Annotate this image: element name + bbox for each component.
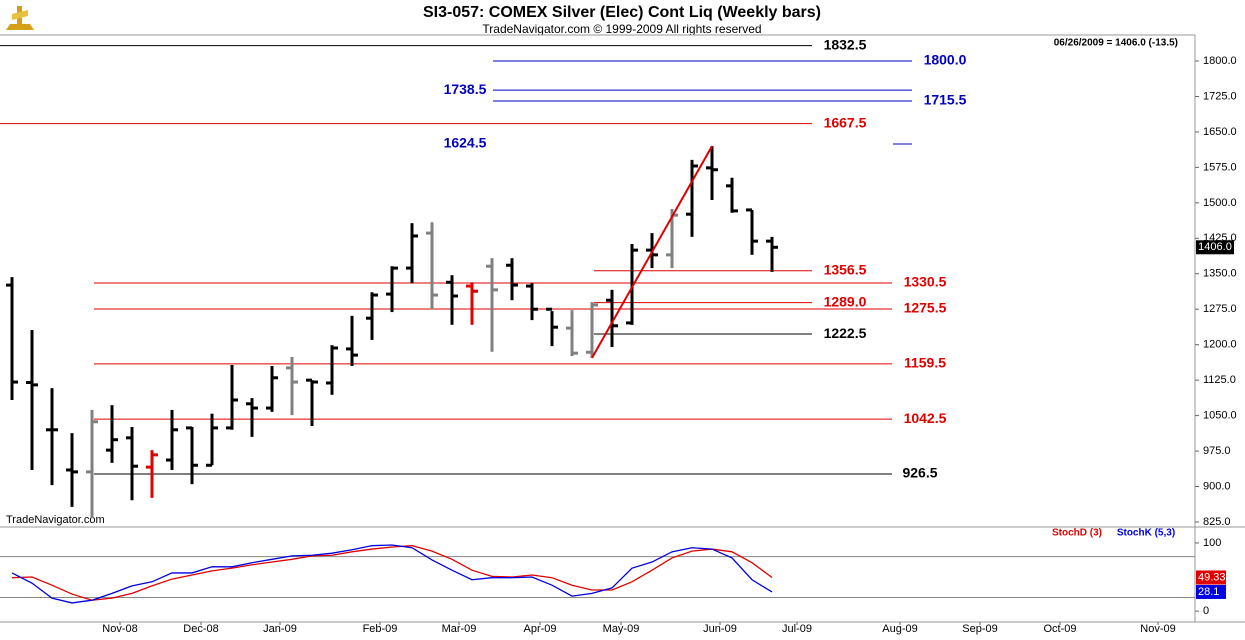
value-tag-label: 28.1: [1198, 586, 1219, 598]
x-tick-label: Oct-09: [1043, 623, 1076, 635]
y-tick-label: 1050.0: [1203, 410, 1237, 422]
y-tick-label: 1800.0: [1203, 55, 1237, 67]
value-tag: [1196, 584, 1226, 599]
x-tick-label: May-09: [603, 623, 640, 635]
y-tick-label: 1575.0: [1203, 161, 1237, 173]
level-label: 1042.5: [904, 410, 947, 426]
level-label: 1738.5: [444, 81, 487, 97]
legend-entry: StochD (3): [1052, 528, 1102, 539]
x-tick-label: Jun-09: [703, 623, 737, 635]
x-tick-label: Dec-08: [183, 623, 218, 635]
trend-line: [591, 145, 713, 359]
stoch-line: [11, 545, 773, 601]
x-tick-label: Nov-08: [102, 623, 137, 635]
y-tick-label: 1350.0: [1203, 268, 1237, 280]
x-tick-label: Jan-09: [263, 623, 297, 635]
level-label: 1159.5: [904, 355, 946, 371]
level-label: 1624.5: [444, 135, 487, 151]
quote-text: 06/26/2009 = 1406.0 (-13.5): [1054, 38, 1178, 49]
x-tick-label: Feb-09: [363, 623, 398, 635]
value-tag: [1196, 570, 1226, 585]
watermark: TradeNavigator.com: [6, 514, 105, 526]
value-tag-label: 49.33: [1198, 571, 1226, 583]
y-tick-label: 1500.0: [1203, 197, 1237, 209]
level-label: 926.5: [902, 465, 937, 481]
y-tick-label: 1725.0: [1203, 90, 1237, 102]
x-tick-label: Mar-09: [442, 623, 477, 635]
x-tick-label: Aug-09: [882, 623, 917, 635]
y-tick-label: 975.0: [1203, 445, 1231, 457]
y-tick-label: 0: [1203, 605, 1209, 617]
level-label: 1330.5: [904, 274, 947, 290]
level-label: 1832.5: [824, 36, 867, 52]
x-tick-label: Jul-09: [782, 623, 812, 635]
y-tick-label: 900.0: [1203, 480, 1231, 492]
last-price-tag: [1196, 240, 1234, 255]
level-label: 1356.5: [824, 261, 867, 277]
level-label: 1289.0: [824, 293, 867, 309]
last-price-label: 1406.0: [1198, 241, 1232, 253]
x-tick-label: Sep-09: [962, 623, 997, 635]
y-tick-label: 100: [1203, 537, 1221, 549]
y-tick-label: 1275.0: [1203, 303, 1237, 315]
x-tick-label: Apr-09: [523, 623, 556, 635]
level-label: 1667.5: [824, 114, 867, 130]
stoch-line: [11, 544, 773, 604]
level-label: 1275.5: [904, 300, 947, 316]
logo: [6, 6, 34, 30]
legend-entry: StochK (5,3): [1117, 528, 1175, 539]
y-tick-label: 1650.0: [1203, 126, 1237, 138]
chart-subtitle: TradeNavigator.com © 1999-2009 All right…: [482, 22, 761, 36]
y-tick-label: 1200.0: [1203, 339, 1237, 351]
chart-title: SI3-057: COMEX Silver (Elec) Cont Liq (W…: [423, 4, 821, 21]
y-tick-label: 825.0: [1203, 516, 1231, 528]
y-tick-label: 1125.0: [1203, 374, 1236, 386]
level-label: 1222.5: [824, 325, 867, 341]
x-tick-label: Nov-09: [1140, 623, 1175, 635]
level-label: 1800.0: [924, 52, 967, 68]
level-label: 1715.5: [924, 92, 967, 108]
